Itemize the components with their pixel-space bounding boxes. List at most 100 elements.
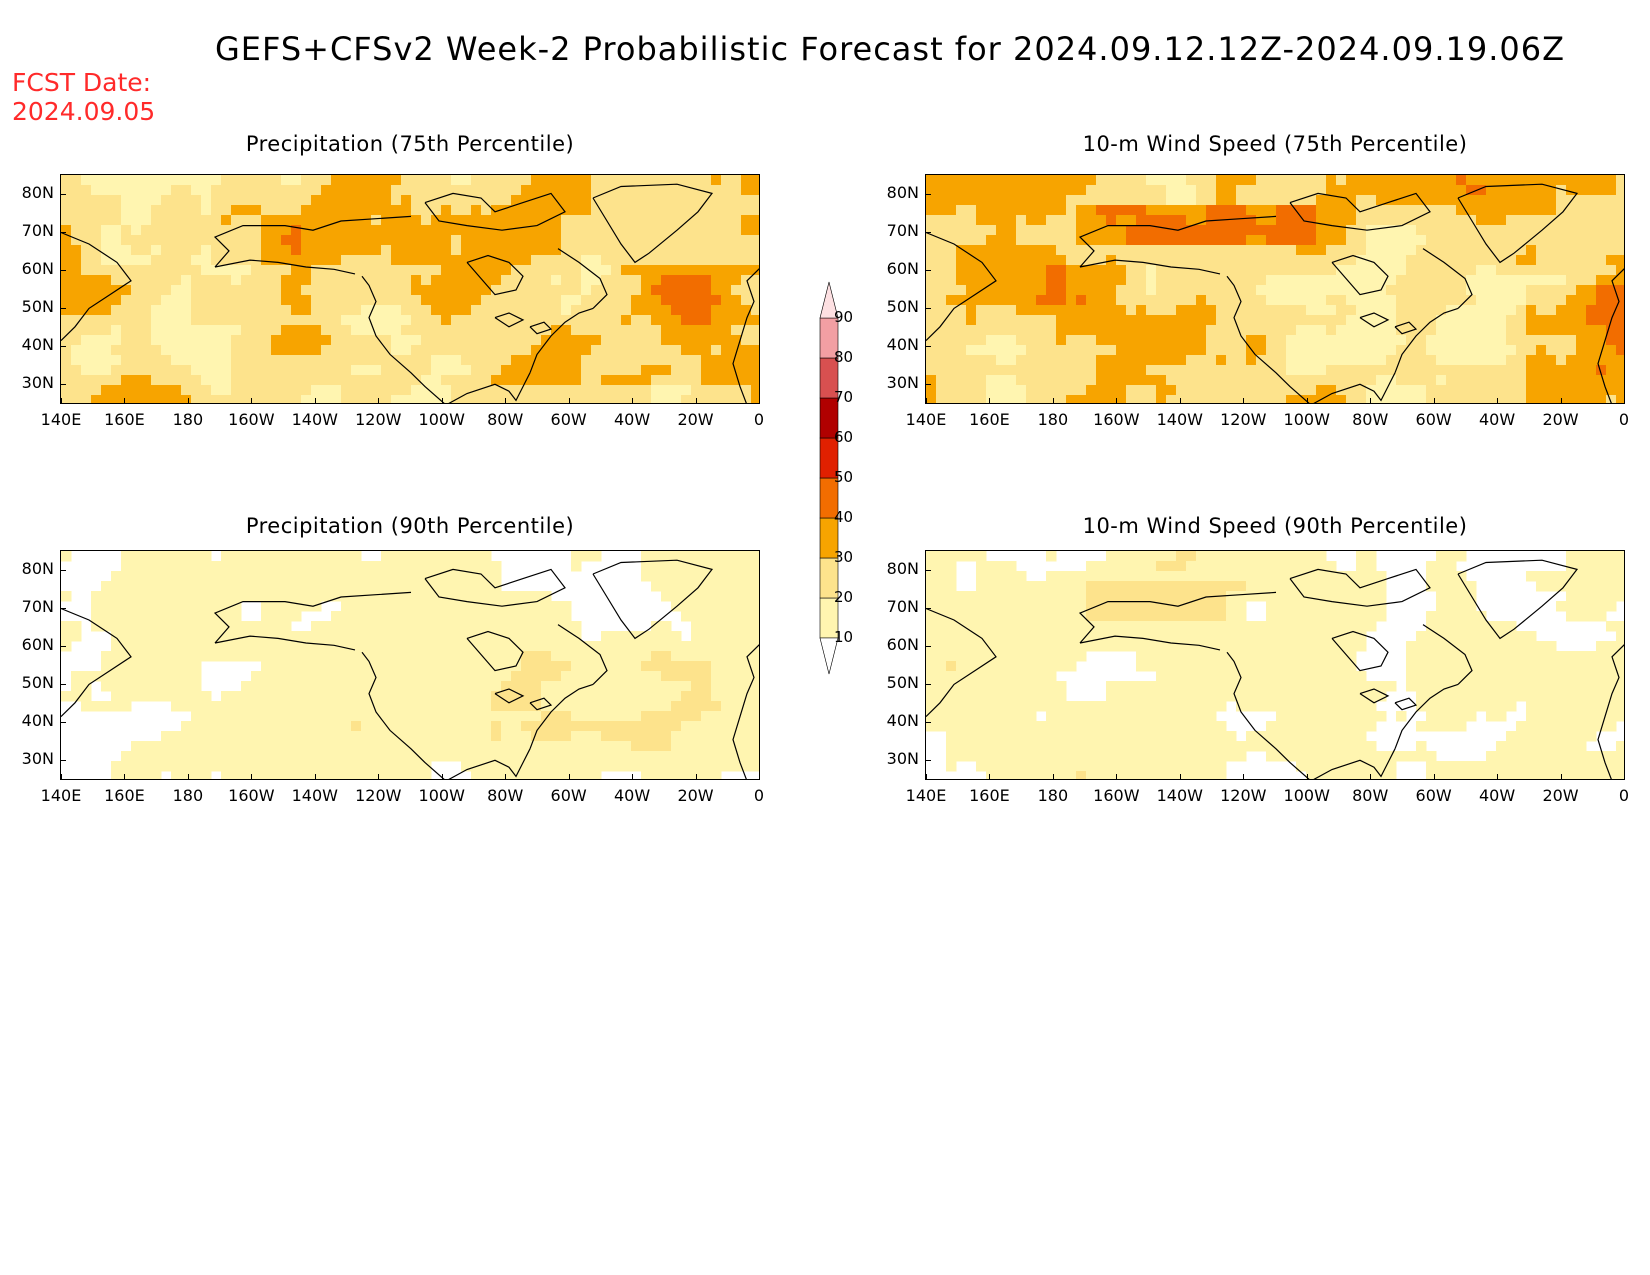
probability-cell xyxy=(1216,195,1227,206)
probability-cell xyxy=(541,671,552,682)
probability-cell xyxy=(341,285,352,296)
probability-cell xyxy=(1396,235,1407,246)
probability-cell xyxy=(1616,561,1624,572)
probability-cell xyxy=(151,235,162,246)
probability-cell xyxy=(1076,195,1087,206)
probability-cell xyxy=(1066,295,1077,306)
probability-cell xyxy=(141,631,152,642)
probability-cell xyxy=(581,701,592,712)
probability-cell xyxy=(641,741,652,752)
probability-cell xyxy=(101,245,112,256)
probability-cell xyxy=(601,691,612,702)
probability-cell xyxy=(1506,305,1517,316)
probability-cell xyxy=(1446,335,1457,346)
probability-cell xyxy=(651,375,662,386)
probability-cell xyxy=(1326,601,1337,612)
probability-cell xyxy=(231,355,242,366)
probability-cell xyxy=(251,375,262,386)
probability-cell xyxy=(361,225,372,236)
probability-cell xyxy=(1296,175,1307,186)
probability-cell xyxy=(301,681,312,692)
probability-cell xyxy=(531,185,542,196)
probability-cell xyxy=(1236,375,1247,386)
probability-cell xyxy=(151,621,162,632)
probability-cell xyxy=(451,561,462,572)
probability-cell xyxy=(491,355,502,366)
probability-cell xyxy=(1026,235,1037,246)
probability-cell xyxy=(681,345,692,356)
probability-cell xyxy=(1316,335,1327,346)
probability-cell xyxy=(231,611,242,622)
probability-cell xyxy=(61,325,72,336)
probability-cell xyxy=(551,741,562,752)
probability-cell xyxy=(701,551,712,562)
probability-cell xyxy=(1146,245,1157,256)
probability-cell xyxy=(1116,601,1127,612)
probability-cell xyxy=(431,205,442,216)
probability-cell xyxy=(1226,245,1237,256)
probability-cell xyxy=(201,335,212,346)
probability-cell xyxy=(471,185,482,196)
probability-cell xyxy=(101,681,112,692)
probability-cell xyxy=(1386,175,1397,186)
probability-cell xyxy=(1296,335,1307,346)
probability-cell xyxy=(61,295,72,306)
probability-cell xyxy=(481,701,492,712)
probability-cell xyxy=(91,255,102,266)
coastline xyxy=(732,268,759,403)
probability-cell xyxy=(561,185,572,196)
probability-cell xyxy=(1436,551,1447,562)
probability-cell xyxy=(581,225,592,236)
probability-cell xyxy=(946,385,957,396)
probability-cell xyxy=(111,325,122,336)
probability-cell xyxy=(956,315,967,326)
probability-cell xyxy=(1256,335,1267,346)
probability-cell xyxy=(161,285,172,296)
probability-cell xyxy=(1366,581,1377,592)
probability-cell xyxy=(531,701,542,712)
probability-cell xyxy=(1536,305,1547,316)
probability-cell xyxy=(381,295,392,306)
probability-cell xyxy=(641,285,652,296)
probability-cell xyxy=(1296,295,1307,306)
probability-cell xyxy=(181,651,192,662)
probability-cell xyxy=(1026,305,1037,316)
probability-cell xyxy=(1086,365,1097,376)
probability-cell xyxy=(936,275,947,286)
probability-cell xyxy=(311,591,322,602)
probability-cell xyxy=(481,275,492,286)
probability-cell xyxy=(701,235,712,246)
probability-cell xyxy=(521,591,532,602)
probability-cell xyxy=(1176,245,1187,256)
probability-cell xyxy=(1066,275,1077,286)
probability-cell xyxy=(681,275,692,286)
probability-cell xyxy=(621,365,632,376)
probability-cell xyxy=(1476,315,1487,326)
probability-cell xyxy=(171,235,182,246)
probability-cell xyxy=(741,215,752,226)
probability-cell xyxy=(936,305,947,316)
probability-cell xyxy=(1356,305,1367,316)
probability-cell xyxy=(321,205,332,216)
probability-cell xyxy=(301,591,312,602)
probability-cell xyxy=(131,621,142,632)
probability-cell xyxy=(531,255,542,266)
probability-cell xyxy=(531,631,542,642)
probability-cell xyxy=(221,235,232,246)
probability-cell xyxy=(511,345,522,356)
probability-cell xyxy=(601,175,612,186)
probability-cell xyxy=(1106,315,1117,326)
probability-cell xyxy=(561,721,572,732)
probability-cell xyxy=(461,551,472,562)
panel-title-precip90: Precipitation (90th Percentile) xyxy=(245,514,575,538)
probability-cell xyxy=(481,661,492,672)
probability-cell xyxy=(946,235,957,246)
probability-cell xyxy=(701,631,712,642)
probability-cell xyxy=(1106,375,1117,386)
probability-cell xyxy=(1316,375,1327,386)
probability-cell xyxy=(301,561,312,572)
probability-cell xyxy=(541,295,552,306)
probability-cell xyxy=(966,225,977,236)
probability-cell xyxy=(1246,295,1257,306)
probability-cell xyxy=(91,265,102,276)
